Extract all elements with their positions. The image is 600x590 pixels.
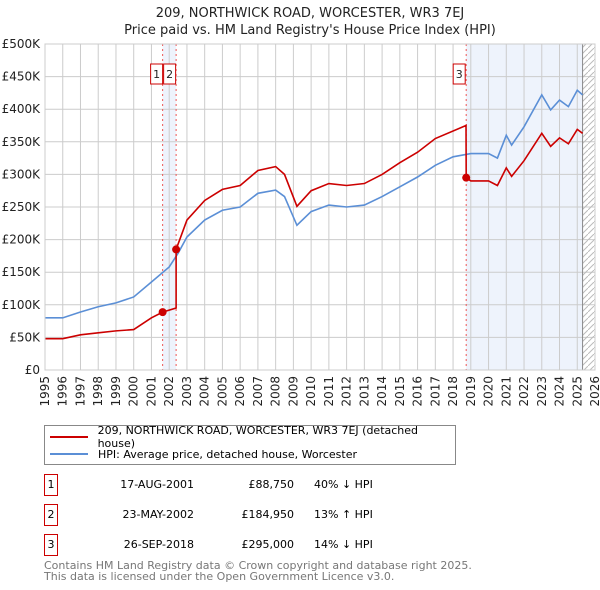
forecast-hatch <box>582 44 595 370</box>
chart-title: 209, NORTHWICK ROAD, WORCESTER, WR3 7EJ <box>155 6 465 21</box>
x-tick-label: 2012 <box>340 376 354 407</box>
sale-hpi-diff: 13% ↑ HPI <box>314 508 373 521</box>
y-tick-label: £150K <box>2 265 42 279</box>
x-tick-label: 2004 <box>198 376 212 407</box>
hpi-line <box>45 89 584 319</box>
x-tick-label: 1995 <box>38 376 52 407</box>
sale-label: 1 <box>153 68 160 81</box>
sale-hpi-diff: 40% ↓ HPI <box>314 478 373 491</box>
legend-swatch <box>50 453 88 455</box>
x-tick-label: 2009 <box>286 376 300 407</box>
y-tick-label: £100K <box>2 298 42 312</box>
x-tick-label: 2022 <box>517 376 531 407</box>
sale-point <box>172 245 181 254</box>
x-tick-label: 2014 <box>375 376 389 407</box>
sale-row: 1 17-AUG-2001 £88,750 40% ↓ HPI <box>44 474 444 496</box>
x-tick-label: 2013 <box>357 376 371 407</box>
x-tick-label: 1997 <box>73 376 87 407</box>
x-tick-label: 1996 <box>56 376 70 407</box>
legend: 209, NORTHWICK ROAD, WORCESTER, WR3 7EJ … <box>44 424 456 465</box>
x-tick-label: 2018 <box>446 376 460 407</box>
legend-label: HPI: Average price, detached house, Worc… <box>98 447 358 461</box>
footer-line-2: This data is licensed under the Open Gov… <box>44 570 395 583</box>
sale-label-box <box>452 63 466 85</box>
legend-label: 209, NORTHWICK ROAD, WORCESTER, WR3 7EJ … <box>97 424 419 450</box>
y-tick-label: £350K <box>2 135 42 149</box>
sale-date: 23-MAY-2002 <box>122 508 194 521</box>
x-tick-label: 1999 <box>109 376 123 407</box>
y-tick-label: £0 <box>25 363 40 377</box>
legend-swatch <box>50 436 88 438</box>
sale-hpi-diff: 14% ↓ HPI <box>314 538 373 551</box>
sale-price: £88,750 <box>248 478 295 491</box>
chart-subtitle: Price paid vs. HM Land Registry's House … <box>124 23 496 38</box>
sale-number: 2 <box>44 504 58 526</box>
y-tick-label: £400K <box>2 102 42 116</box>
y-tick-label: £450K <box>2 70 42 84</box>
legend-item-property: 209, NORTHWICK ROAD, WORCESTER, WR3 7EJ … <box>45 424 455 450</box>
legend-item-hpi: HPI: Average price, detached house, Worc… <box>45 446 357 462</box>
sale-point <box>158 308 167 317</box>
sale-price: £295,000 <box>241 538 295 551</box>
y-tick-label: £500K <box>2 37 42 51</box>
x-tick-label: 2024 <box>553 376 567 407</box>
y-tick-label: £50K <box>9 330 41 344</box>
property-line <box>45 124 584 340</box>
x-tick-label: 2003 <box>180 376 194 407</box>
x-tick-label: 2005 <box>215 376 229 407</box>
x-tick-label: 2020 <box>482 376 496 407</box>
sale-point <box>462 173 471 182</box>
x-tick-label: 2016 <box>411 376 425 407</box>
x-tick-label: 2025 <box>570 376 584 407</box>
x-tick-label: 2000 <box>127 376 141 407</box>
x-tick-label: 2008 <box>269 376 283 407</box>
y-tick-label: £300K <box>2 167 42 181</box>
plot-border <box>44 43 596 371</box>
x-tick-label: 2011 <box>322 376 336 407</box>
x-tick-label: 2017 <box>428 376 442 407</box>
y-tick-label: £200K <box>2 233 42 247</box>
sale-row: 2 23-MAY-2002 £184,950 13% ↑ HPI <box>44 504 444 526</box>
sale-row: 3 26-SEP-2018 £295,000 14% ↓ HPI <box>44 534 444 556</box>
footer-line-1: Contains HM Land Registry data © Crown c… <box>44 559 472 572</box>
x-tick-label: 1998 <box>91 376 105 407</box>
sale-date: 26-SEP-2018 <box>123 538 194 551</box>
plot-area: £0 £50K £100K £150K £200K £250K £300K £350K £400… <box>2 37 600 407</box>
sale-label-box <box>150 63 164 85</box>
x-tick-label: 2023 <box>535 376 549 407</box>
sale-label: 3 <box>456 68 463 81</box>
sale-number: 3 <box>44 534 58 556</box>
x-tick-label: 2010 <box>304 376 318 407</box>
x-tick-label: 2007 <box>251 376 265 407</box>
sale-date: 17-AUG-2001 <box>120 478 194 491</box>
x-tick-label: 2019 <box>464 376 478 407</box>
x-tick-label: 2021 <box>499 376 513 407</box>
sale-label-box <box>163 63 177 85</box>
x-tick-label: 2001 <box>144 376 158 407</box>
sale-label: 2 <box>166 68 173 81</box>
x-tick-label: 2006 <box>233 376 247 407</box>
x-tick-label: 2026 <box>588 376 600 407</box>
x-tick-label: 2002 <box>162 376 176 407</box>
sale-number: 1 <box>44 474 58 496</box>
sale-price: £184,950 <box>241 508 295 521</box>
y-tick-label: £250K <box>2 200 42 214</box>
x-tick-label: 2015 <box>393 376 407 407</box>
